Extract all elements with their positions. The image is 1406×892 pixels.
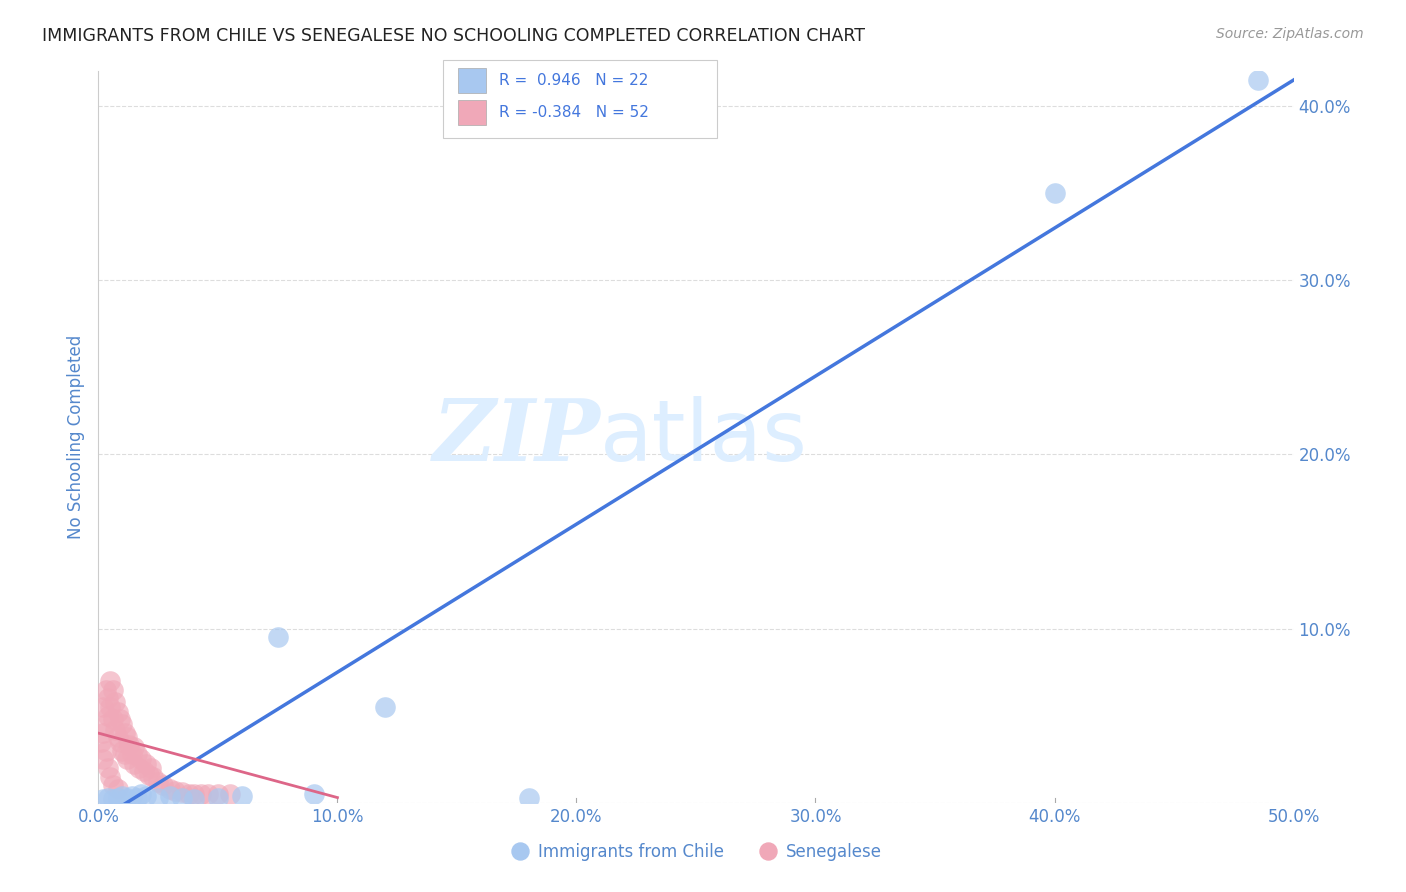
Point — [97, 691, 120, 706]
Point — [111, 717, 134, 731]
Point — [107, 790, 129, 805]
Point — [97, 708, 120, 723]
Point — [114, 747, 136, 761]
Point — [125, 790, 148, 805]
Point — [101, 682, 124, 697]
Point — [302, 787, 325, 801]
Point — [121, 747, 143, 761]
Point — [97, 761, 120, 775]
Point — [91, 726, 114, 740]
Point — [207, 790, 229, 805]
Point — [152, 778, 174, 792]
Point — [98, 673, 122, 688]
Point — [97, 790, 120, 805]
Point — [111, 789, 134, 803]
Point — [91, 752, 114, 766]
Point — [139, 761, 162, 775]
Point — [148, 775, 170, 789]
Text: R = -0.384   N = 52: R = -0.384 N = 52 — [499, 105, 650, 120]
Point — [142, 770, 165, 784]
Point — [132, 764, 155, 779]
Point — [124, 757, 146, 772]
Point — [374, 700, 396, 714]
Point — [517, 790, 540, 805]
Point — [135, 757, 157, 772]
Point — [135, 789, 157, 803]
Point — [107, 705, 129, 719]
Point — [197, 787, 219, 801]
Point — [101, 778, 124, 792]
Point — [91, 700, 114, 714]
Point — [101, 712, 124, 726]
Point — [219, 787, 242, 801]
Point — [172, 785, 194, 799]
Point — [94, 717, 117, 731]
Point — [98, 700, 122, 714]
Text: atlas: atlas — [600, 395, 808, 479]
Point — [267, 631, 290, 645]
Point — [108, 735, 131, 749]
Point — [111, 743, 134, 757]
Y-axis label: No Schooling Completed: No Schooling Completed — [66, 335, 84, 539]
Point — [101, 792, 124, 806]
Point — [121, 789, 143, 803]
Point — [104, 695, 127, 709]
Point — [1247, 73, 1270, 87]
Point — [104, 723, 127, 737]
Point — [91, 792, 114, 806]
Point — [159, 781, 181, 796]
Point — [183, 787, 205, 801]
Text: Source: ZipAtlas.com: Source: ZipAtlas.com — [1216, 27, 1364, 41]
Point — [90, 735, 112, 749]
Point — [125, 747, 148, 761]
Point — [183, 792, 205, 806]
Point — [163, 783, 186, 797]
Point — [190, 787, 212, 801]
Point — [124, 740, 146, 755]
Point — [131, 787, 153, 801]
Point — [231, 789, 253, 803]
Point — [115, 730, 138, 744]
Text: ZIP: ZIP — [433, 395, 600, 479]
Point — [138, 768, 160, 782]
Point — [94, 743, 117, 757]
Text: R =  0.946   N = 22: R = 0.946 N = 22 — [499, 73, 648, 87]
Point — [128, 761, 150, 775]
Point — [148, 790, 170, 805]
Point — [115, 790, 138, 805]
Point — [131, 752, 153, 766]
Point — [118, 739, 141, 753]
Legend: Immigrants from Chile, Senegalese: Immigrants from Chile, Senegalese — [503, 836, 889, 868]
Point — [207, 787, 229, 801]
Point — [94, 682, 117, 697]
Point — [114, 726, 136, 740]
Point — [115, 752, 138, 766]
Point — [108, 712, 131, 726]
Point — [98, 770, 122, 784]
Point — [179, 787, 201, 801]
Text: IMMIGRANTS FROM CHILE VS SENEGALESE NO SCHOOLING COMPLETED CORRELATION CHART: IMMIGRANTS FROM CHILE VS SENEGALESE NO S… — [42, 27, 865, 45]
Point — [107, 730, 129, 744]
Point — [107, 781, 129, 796]
Point — [159, 789, 181, 803]
Point — [1043, 186, 1066, 201]
Point — [172, 790, 194, 805]
